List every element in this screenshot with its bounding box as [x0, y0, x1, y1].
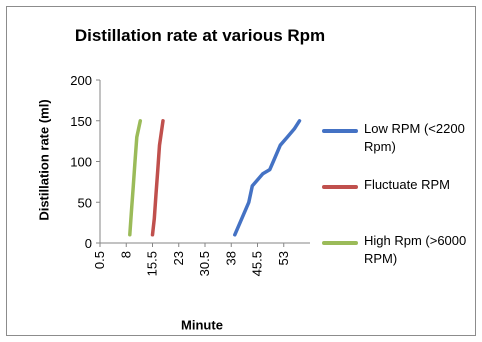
legend-item-fluctuate-rpm: Fluctuate RPM	[322, 176, 472, 218]
y-tick-label: 0	[85, 236, 92, 251]
legend: Low RPM (<2200 Rpm) Fluctuate RPM High R…	[322, 120, 472, 282]
y-tick-label: 100	[70, 155, 92, 170]
series-line-2	[128, 119, 143, 237]
legend-item-high-rpm: High Rpm (>6000 RPM)	[322, 232, 472, 274]
legend-swatch-high-rpm	[322, 241, 358, 245]
series-line-0	[233, 119, 302, 237]
x-tick-label: 53	[276, 251, 291, 265]
legend-item-low-rpm: Low RPM (<2200 Rpm)	[322, 120, 472, 162]
x-tick-label: 23	[171, 251, 186, 265]
y-tick-label: 200	[70, 73, 92, 88]
x-tick-label: 0.5	[92, 251, 107, 269]
legend-swatch-low-rpm	[322, 129, 358, 133]
x-tick-label: 38	[223, 251, 238, 265]
legend-label-fluctuate-rpm: Fluctuate RPM	[364, 177, 450, 192]
y-tick-label: 50	[78, 195, 92, 210]
legend-label-low-rpm: Low RPM (<2200 Rpm)	[364, 121, 465, 154]
chart-frame	[6, 6, 476, 336]
legend-swatch-fluctuate-rpm	[322, 185, 358, 189]
x-tick-label: 30.5	[197, 251, 212, 276]
y-axis-label: Distillation rate (ml)	[36, 99, 52, 221]
chart-title: Distillation rate at various Rpm	[74, 26, 326, 45]
series-line-1	[150, 119, 165, 237]
x-tick-label: 8	[118, 251, 133, 258]
x-axis-label: Minute	[181, 317, 223, 333]
x-tick-label: 45.5	[250, 251, 265, 276]
legend-label-high-rpm: High Rpm (>6000 RPM)	[364, 233, 467, 266]
x-tick-label: 15.5	[145, 251, 160, 276]
y-tick-label: 150	[70, 114, 92, 129]
